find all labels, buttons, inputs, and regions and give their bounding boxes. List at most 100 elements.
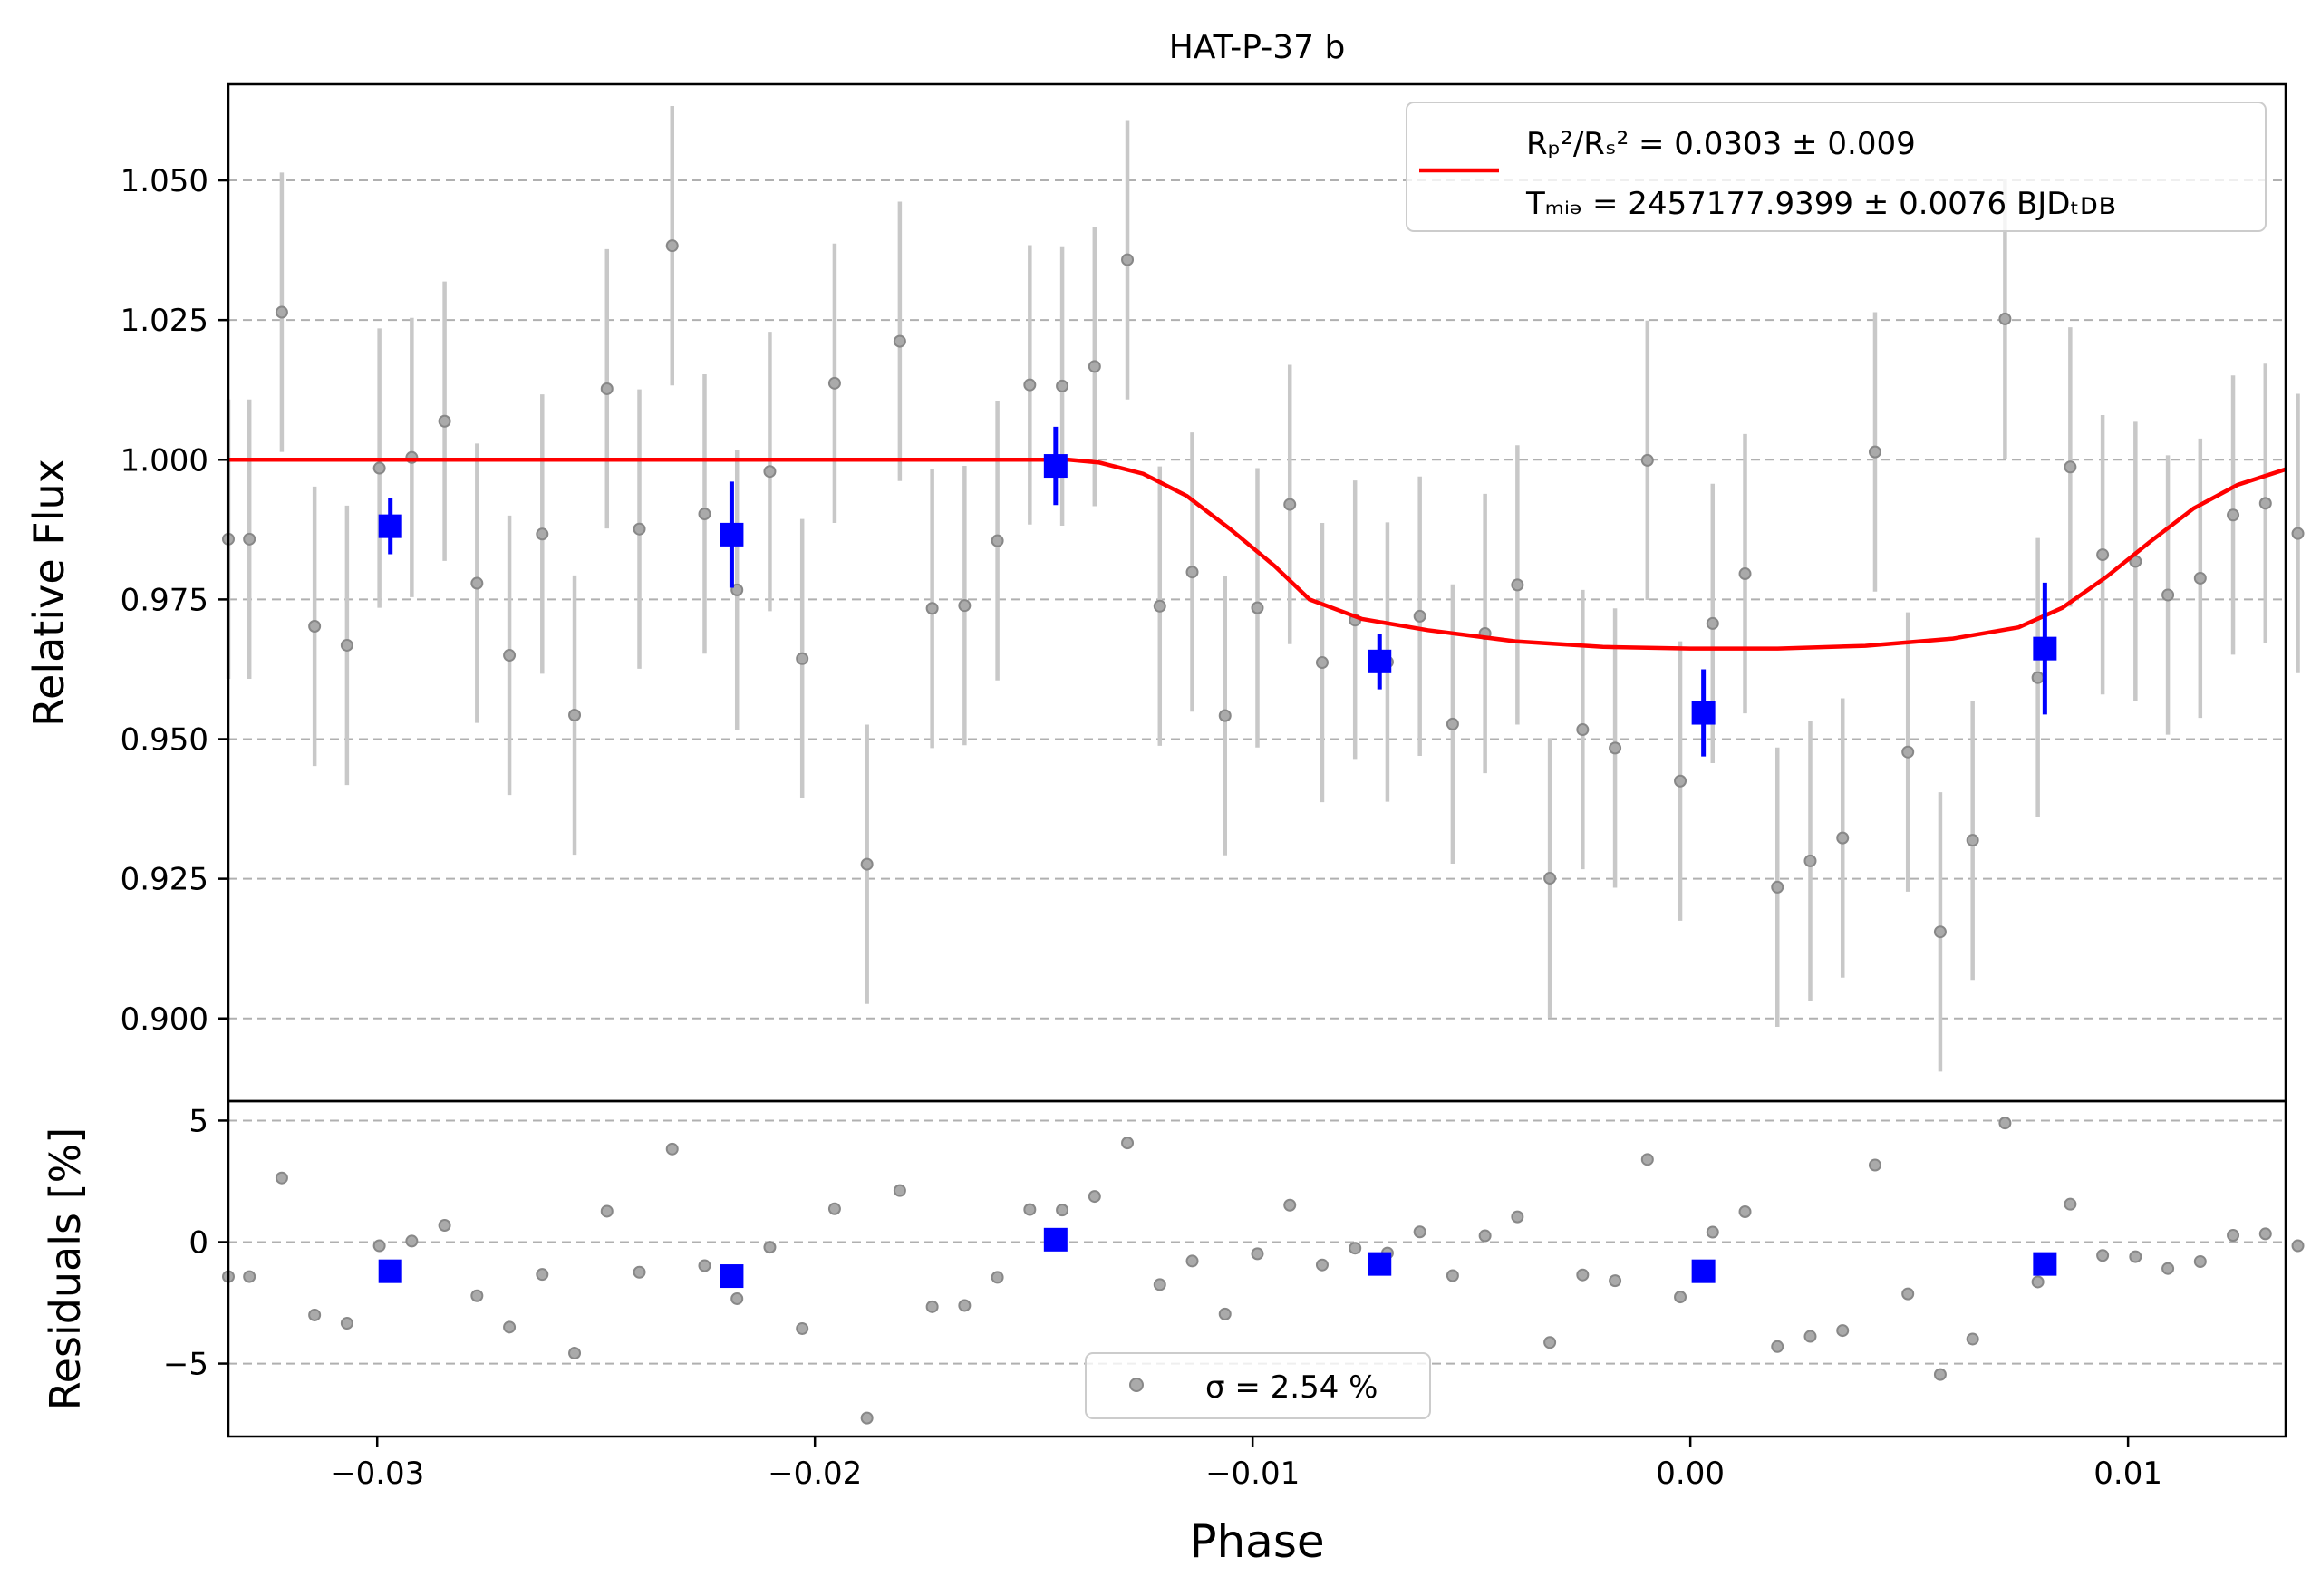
residual-raw-point bbox=[1185, 1254, 1199, 1268]
binned-point bbox=[1368, 649, 1392, 673]
residual-binned-point bbox=[1368, 1252, 1392, 1276]
residuals-panel: −5 0 5 −0.03 −0.02 −0.01 0.00 0.01 bbox=[163, 1099, 2305, 1492]
x-tick-label: 0.00 bbox=[1656, 1456, 1725, 1492]
raw-point bbox=[1868, 445, 1881, 459]
raw-point bbox=[991, 534, 1004, 547]
raw-point bbox=[1315, 656, 1329, 670]
raw-point bbox=[1836, 831, 1850, 845]
residual-raw-point bbox=[2227, 1229, 2240, 1242]
raw-point bbox=[958, 599, 972, 613]
raw-point bbox=[1998, 312, 2012, 325]
residual-raw-point bbox=[340, 1317, 353, 1330]
flux-y-tick-label: 0.950 bbox=[121, 722, 208, 759]
raw-point bbox=[2227, 508, 2240, 522]
raw-point bbox=[1153, 599, 1166, 613]
raw-point bbox=[1803, 854, 1817, 867]
raw-point bbox=[1218, 709, 1232, 722]
raw-point bbox=[1185, 566, 1199, 579]
residual-raw-point bbox=[1088, 1190, 1101, 1204]
residual-raw-point bbox=[925, 1300, 939, 1313]
raw-point bbox=[1966, 834, 1979, 847]
residual-gridlines bbox=[228, 1119, 2286, 1365]
residual-raw-point bbox=[2129, 1250, 2142, 1263]
residual-y-tick-label: 5 bbox=[189, 1103, 208, 1139]
residual-raw-point bbox=[600, 1204, 614, 1218]
x-tick-label: −0.01 bbox=[1205, 1456, 1300, 1492]
residual-raw-point bbox=[503, 1320, 517, 1334]
flux-y-axis: 0.900 0.925 0.950 0.975 1.000 1.025 1.050 bbox=[121, 163, 228, 1038]
residual-binned-point bbox=[378, 1259, 402, 1283]
raw-point bbox=[1543, 872, 1557, 885]
binned-points bbox=[378, 426, 2057, 757]
residual-raw-point bbox=[1543, 1336, 1557, 1349]
flux-y-axis-label: Relative Flux bbox=[24, 459, 73, 727]
residual-raw-point bbox=[827, 1202, 841, 1215]
residual-raw-point bbox=[2258, 1227, 2272, 1241]
residual-raw-point bbox=[2064, 1197, 2077, 1211]
raw-point bbox=[860, 857, 874, 871]
residual-raw-point bbox=[275, 1171, 288, 1185]
chart-title: HAT-P-37 b bbox=[1169, 29, 1346, 66]
raw-point bbox=[1640, 453, 1654, 467]
residual-raw-point bbox=[1901, 1287, 1915, 1301]
flux-y-tick-label: 1.000 bbox=[121, 442, 208, 479]
residual-y-tick-label: 0 bbox=[189, 1225, 208, 1262]
raw-point bbox=[1056, 379, 1069, 392]
residual-raw-point bbox=[568, 1347, 582, 1360]
residual-raw-point bbox=[1674, 1291, 1687, 1304]
raw-point bbox=[796, 652, 809, 665]
raw-point bbox=[827, 376, 841, 390]
x-axis-label: Phase bbox=[1189, 1515, 1324, 1568]
residual-raw-point bbox=[1251, 1247, 1264, 1261]
raw-point bbox=[1738, 567, 1752, 581]
residual-raw-point bbox=[796, 1321, 809, 1335]
raw-point bbox=[1023, 378, 1037, 392]
residual-raw-point bbox=[2096, 1249, 2110, 1262]
flux-y-tick-label: 0.900 bbox=[121, 1001, 208, 1038]
raw-point bbox=[1933, 925, 1947, 939]
residual-raw-point bbox=[1413, 1225, 1426, 1239]
residual-raw-point bbox=[1998, 1117, 2012, 1130]
residual-binned-point bbox=[2033, 1252, 2057, 1276]
raw-point bbox=[1283, 498, 1297, 511]
raw-point bbox=[340, 638, 353, 652]
raw-point bbox=[308, 619, 322, 633]
residual-raw-point bbox=[633, 1265, 646, 1279]
residual-raw-point bbox=[1218, 1307, 1232, 1320]
residual-raw-point bbox=[730, 1291, 744, 1305]
raw-point bbox=[438, 414, 451, 428]
residual-raw-point bbox=[991, 1271, 1004, 1284]
raw-point bbox=[1413, 609, 1426, 623]
raw-point bbox=[1088, 360, 1101, 373]
residual-raw-point bbox=[698, 1259, 711, 1272]
residual-raw-point bbox=[438, 1219, 451, 1233]
residual-raw-point bbox=[1738, 1204, 1752, 1218]
residual-binned-point bbox=[720, 1264, 744, 1289]
raw-point bbox=[568, 709, 582, 722]
x-tick-label: −0.02 bbox=[768, 1456, 862, 1492]
raw-point bbox=[1674, 774, 1687, 788]
residual-raw-point bbox=[536, 1268, 549, 1282]
raw-point bbox=[600, 382, 614, 395]
residual-raw-point bbox=[372, 1239, 386, 1253]
x-tick-label: −0.03 bbox=[330, 1456, 424, 1492]
residual-raw-point bbox=[1803, 1330, 1817, 1343]
raw-point bbox=[503, 649, 517, 663]
raw-point bbox=[730, 583, 744, 596]
residual-raw-point bbox=[1933, 1368, 1947, 1381]
raw-point bbox=[243, 532, 256, 546]
residual-raw-points bbox=[222, 1117, 2305, 1425]
residual-raw-point bbox=[1349, 1242, 1362, 1255]
residual-binned-point bbox=[1043, 1227, 1068, 1252]
raw-point bbox=[275, 305, 288, 319]
raw-point bbox=[1511, 578, 1524, 592]
raw-point bbox=[2161, 588, 2175, 602]
raw-point bbox=[1901, 745, 1915, 759]
raw-point bbox=[1446, 717, 1459, 730]
residual-y-axis-label: Residuals [%] bbox=[41, 1127, 90, 1410]
residual-raw-point bbox=[308, 1308, 322, 1321]
transit-model-line bbox=[228, 458, 2287, 651]
flux-y-tick-label: 1.050 bbox=[121, 163, 208, 199]
